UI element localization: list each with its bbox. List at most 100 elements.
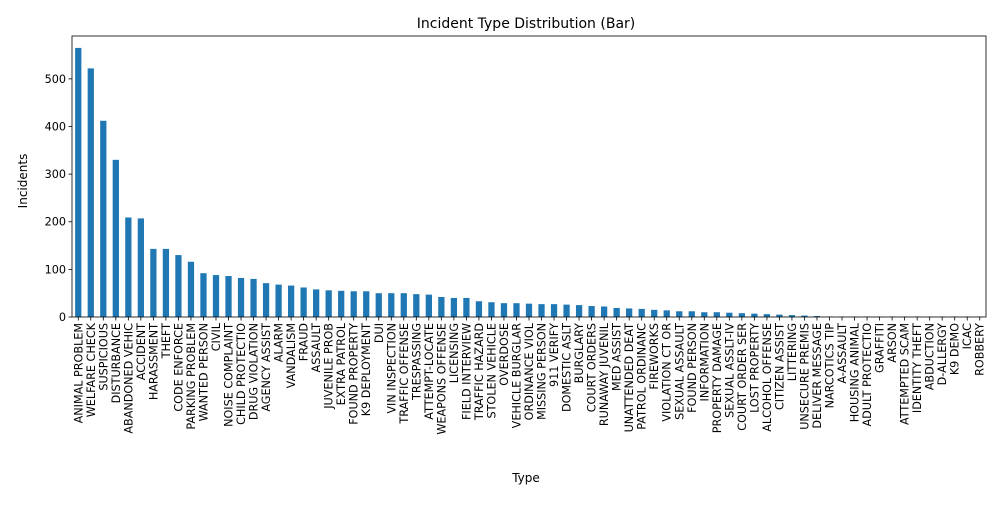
y-tick-label: 400 <box>45 120 66 133</box>
x-tick-label: WANTED PERSON <box>197 323 210 421</box>
x-tick-label: ORDINANCE VIOL <box>523 322 536 420</box>
x-tick-label: IDENTITY THEFT <box>911 323 924 413</box>
bar <box>225 276 231 317</box>
x-tick-label: CHILD PROTECTIO <box>235 323 248 425</box>
bar <box>388 293 394 317</box>
x-tick-label: STOLEN VEHICLE <box>485 323 498 419</box>
x-tick-label: JUVENILE PROB <box>323 323 336 410</box>
x-tick-label: VIOLATION CT OR <box>661 323 674 422</box>
x-tick-label: PARKING PROBLEM <box>185 323 198 430</box>
x-tick-label: ICAC <box>961 323 974 350</box>
x-tick-label: WELFARE CHECK <box>85 322 98 417</box>
x-tick-label: DISTURBANCE <box>110 323 123 403</box>
bar <box>701 312 707 317</box>
bar <box>263 283 269 317</box>
x-tick-label: DELIVER MESSAGE <box>811 323 824 429</box>
x-tick-label: SEXUAL ASSAULT <box>673 323 686 420</box>
bar <box>714 312 720 317</box>
y-tick-label: 300 <box>45 168 66 181</box>
x-tick-label: PATROL ORDINANC <box>636 323 649 430</box>
bar <box>125 217 131 317</box>
bar <box>113 160 119 317</box>
x-tick-label: TRAFFIC OFFENSE <box>398 323 411 425</box>
x-tick-label: LOST PROPERTY <box>748 323 761 413</box>
x-tick-label: ROBBERY <box>974 323 987 376</box>
x-axis-label: Type <box>511 471 540 485</box>
x-tick-label: ARSON <box>886 323 899 363</box>
x-tick-label: MED ASSIST <box>611 323 624 391</box>
bar <box>200 273 206 317</box>
bar <box>376 293 382 317</box>
bar <box>726 313 732 317</box>
bar <box>275 285 281 317</box>
x-tick-label: UNATTENDED DEAT <box>623 323 636 433</box>
x-tick-label: UNSECURE PREMIS <box>798 323 811 430</box>
x-tick-label: ANIMAL PROBLEM <box>72 323 85 423</box>
bar <box>563 305 569 317</box>
bar <box>551 304 557 317</box>
bar <box>301 287 307 317</box>
bar <box>213 275 219 317</box>
bar <box>576 305 582 317</box>
x-tick-label: FRAUD <box>298 323 311 361</box>
bar <box>75 48 81 317</box>
bar <box>664 310 670 317</box>
x-tick-label: ABANDONED VEHIC <box>122 323 135 434</box>
bar <box>488 302 494 317</box>
x-tick-label: FOUND PERSON <box>686 323 699 413</box>
x-tick-label: INFORMATION <box>698 323 711 401</box>
x-tick-label: A-ASSAULT <box>836 323 849 384</box>
x-tick-label: MISSING PERSON <box>536 323 549 420</box>
bar <box>338 291 344 317</box>
x-tick-label: FOUND PROPERTY <box>348 323 361 425</box>
bar <box>426 295 432 317</box>
bar <box>689 311 695 317</box>
x-tick-label: ATTEMPT-LOCATE <box>423 323 436 420</box>
bar <box>476 301 482 317</box>
bar <box>401 293 407 317</box>
x-tick-label: ATTEMPTED SCAM <box>899 323 912 425</box>
x-tick-label: EXTRA PATROL <box>335 322 348 405</box>
x-tick-label: PROPERTY DAMAGE <box>711 323 724 433</box>
bar <box>326 290 332 317</box>
x-tick-label: RUNAWAY JUVENIL <box>598 322 611 426</box>
x-tick-label: 911 VERIFY <box>548 323 561 387</box>
x-tick-label: ALARM <box>273 323 286 362</box>
bar <box>313 289 319 317</box>
x-tick-label: DRUG VIOLATION <box>248 323 261 420</box>
x-tick-label: DUI <box>373 323 386 343</box>
bar <box>501 303 507 317</box>
y-tick-label: 200 <box>45 216 66 229</box>
x-tick-label: AGENCY ASSIST <box>260 323 273 412</box>
y-tick-label: 500 <box>45 73 66 86</box>
x-tick-label: CODE ENFORCE <box>172 323 185 412</box>
x-tick-label: FIREWORKS <box>648 323 661 390</box>
bar <box>601 307 607 317</box>
bar <box>163 249 169 317</box>
bar <box>250 279 256 317</box>
y-tick-label: 0 <box>59 311 66 324</box>
x-tick-label: VEHICLE BURGLAR <box>510 323 523 429</box>
x-tick-label: FIELD INTERVIEW <box>460 323 473 420</box>
x-tick-label: BURGLARY <box>573 323 586 384</box>
bar <box>626 308 632 317</box>
x-tick-label: ADULT PROTECTIO <box>861 323 874 427</box>
x-tick-label: SEXUAL ASSLT-IV <box>723 323 736 418</box>
x-tick-label: TRAFFIC HAZARD <box>473 323 486 421</box>
x-tick-label: VANDALISM <box>285 323 298 388</box>
bar <box>238 278 244 317</box>
x-tick-label: CIVIL <box>210 322 223 351</box>
x-tick-label: K9 DEPLOYMENT <box>360 323 373 416</box>
bar <box>751 314 757 317</box>
bar <box>88 68 94 317</box>
x-tick-label: OVERDOSE <box>498 323 511 386</box>
x-tick-label: HARASSMENT <box>147 323 160 400</box>
bar <box>538 304 544 317</box>
bar <box>288 286 294 317</box>
axes-frame <box>72 36 986 317</box>
bar <box>100 121 106 317</box>
bar <box>451 298 457 317</box>
x-tick-label: ASSAULT <box>310 323 323 373</box>
